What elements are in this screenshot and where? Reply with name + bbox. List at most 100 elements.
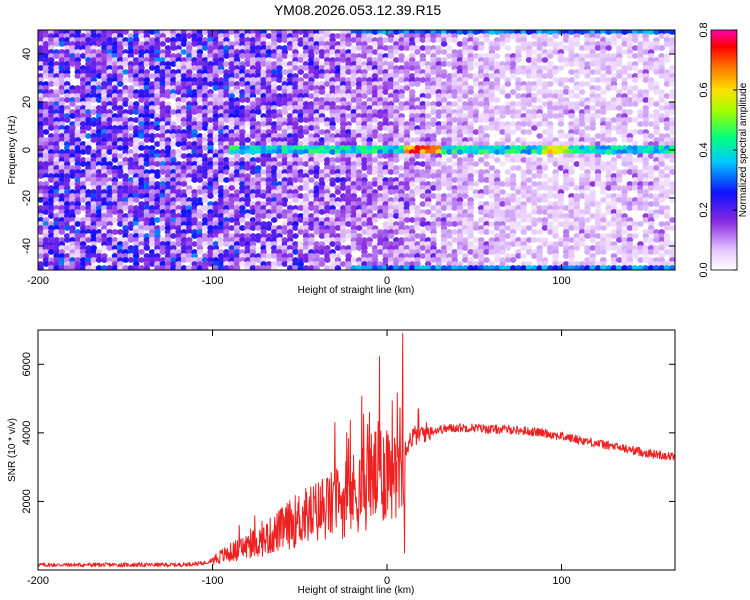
heatmap-cell [239, 237, 246, 243]
heatmap-cell [430, 193, 437, 199]
heatmap-cell [63, 113, 71, 119]
heatmap-cell [366, 49, 374, 55]
heatmap-cell [101, 49, 108, 55]
heatmap-cell [201, 197, 209, 203]
heatmap-cell [265, 265, 273, 270]
heatmap-cell [477, 257, 485, 263]
heatmap-cell [313, 117, 320, 123]
heatmap-cell [127, 49, 135, 55]
heatmap-cell [292, 209, 299, 215]
heatmap-cell [85, 109, 92, 115]
heatmap-cell [446, 89, 453, 95]
heatmap-cell [462, 237, 469, 243]
heatmap-cell [276, 245, 283, 251]
heatmap-cell [318, 201, 326, 207]
heatmap-cell [53, 193, 60, 199]
heatmap-cell [63, 209, 71, 215]
heatmap-cell [451, 61, 458, 67]
heatmap-cell [148, 97, 156, 103]
heatmap-cell [217, 85, 225, 91]
heatmap-cell [42, 197, 50, 203]
heatmap-cell [435, 101, 443, 107]
heatmap-cell [260, 105, 267, 111]
heatmap-cell [430, 265, 437, 270]
heatmap-cell [504, 137, 512, 143]
heatmap-cell [366, 105, 374, 111]
heatmap-cell [196, 53, 204, 59]
heatmap-cell [361, 185, 368, 191]
heatmap-cell [127, 37, 135, 43]
heatmap-cell [536, 193, 543, 199]
heatmap-cell [175, 261, 182, 267]
heatmap-cell [180, 133, 188, 139]
heatmap-cell [324, 249, 331, 255]
heatmap-cell [414, 97, 421, 103]
heatmap-cell [366, 129, 374, 135]
heatmap-cell [148, 229, 156, 235]
heatmap-cell [63, 217, 71, 223]
heatmap-cell [212, 257, 220, 263]
heatmap-cell [286, 177, 294, 183]
heatmap-cell [111, 121, 119, 127]
heatmap-cell [361, 141, 368, 147]
heatmap-cell [132, 141, 140, 147]
heatmap-cell [509, 193, 517, 199]
heatmap-cell [462, 245, 469, 251]
heatmap-cell [69, 129, 76, 135]
heatmap-cell [531, 125, 538, 131]
heatmap-cell [138, 57, 145, 63]
heatmap-cell [302, 129, 310, 135]
heatmap-cell [499, 69, 506, 75]
heatmap-cell [424, 161, 432, 167]
heatmap-cell [488, 85, 496, 91]
heatmap-cell [313, 141, 320, 147]
heatmap-cell [515, 225, 522, 231]
heatmap-cell [170, 141, 177, 147]
heatmap-cell [138, 129, 145, 135]
heatmap-cell [435, 145, 443, 151]
heatmap-cell [170, 93, 177, 99]
heatmap-cell [138, 125, 145, 131]
heatmap-cell [265, 81, 273, 87]
heatmap-cell [207, 61, 214, 67]
heatmap-cell [58, 61, 66, 67]
heatmap-cell [324, 49, 331, 55]
heatmap-cell [324, 177, 331, 183]
heatmap-cell [58, 245, 66, 251]
heatmap-cell [377, 145, 384, 151]
heatmap-cell [536, 109, 543, 115]
heatmap-cell [95, 169, 103, 175]
heatmap-cell [477, 133, 485, 139]
heatmap-cell [377, 93, 384, 99]
heatmap-cell [85, 41, 92, 47]
heatmap-cell [355, 89, 363, 95]
heatmap-cell [212, 53, 220, 59]
heatmap-cell [270, 253, 278, 259]
heatmap-cell [286, 69, 294, 75]
heatmap-cell [212, 261, 220, 267]
heatmap-cell [297, 225, 305, 231]
heatmap-cell [361, 121, 368, 127]
heatmap-cell [366, 33, 374, 39]
heatmap-cell [228, 109, 236, 115]
heatmap-cell [63, 221, 71, 227]
heatmap-cell [339, 81, 347, 87]
heatmap-cell [69, 201, 76, 207]
heatmap-cell [350, 165, 358, 171]
heatmap-cell [122, 225, 129, 231]
heatmap-cell [148, 81, 156, 87]
heatmap-cell [270, 169, 278, 175]
heatmap-cell [265, 69, 273, 75]
heatmap-cell [313, 109, 320, 115]
heatmap-cell [451, 161, 458, 167]
heatmap-cell [472, 117, 480, 123]
heatmap-cell [281, 193, 289, 199]
heatmap-cell [329, 101, 336, 107]
heatmap-cell [318, 173, 326, 179]
heatmap-cell [116, 241, 124, 247]
heatmap-cell [509, 129, 517, 135]
heatmap-cell [483, 113, 490, 119]
heatmap-cell [509, 221, 517, 227]
heatmap-cell [132, 237, 140, 243]
heatmap-cell [302, 145, 310, 151]
